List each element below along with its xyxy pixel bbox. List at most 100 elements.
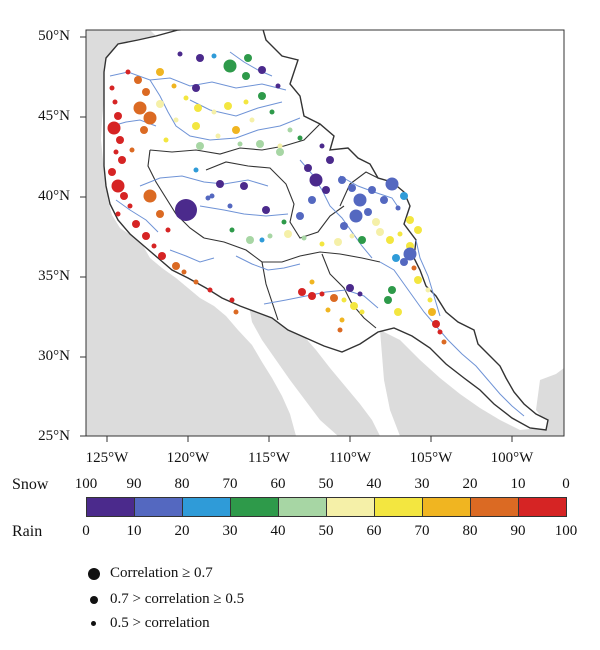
station-marker [428,308,436,316]
station-marker [223,59,237,73]
station-marker [193,279,199,285]
station-marker [414,276,422,284]
snow-tick-label: 90 [126,476,142,492]
station-marker [192,84,200,92]
rivers [109,51,525,417]
station-marker [368,186,376,194]
station-marker [227,203,233,209]
station-marker [376,228,384,236]
station-marker [107,121,121,135]
station-marker [211,53,217,59]
lon-label-100w: 100°W [490,450,534,466]
station-marker [319,241,325,247]
station-marker [143,111,157,125]
station-marker [301,235,307,241]
station-marker [133,101,147,115]
station-marker [296,212,304,220]
station-marker [427,297,433,303]
lat-label-35n: 35°N [38,268,70,284]
rain-tick-label: 0 [82,523,90,539]
station-marker [115,211,121,217]
rain-tick-label: 30 [222,523,238,539]
station-marker [388,286,396,294]
station-marker [183,95,189,101]
station-marker [334,238,342,246]
station-marker [359,309,365,315]
station-marker [281,219,287,225]
snow-tick-label: 20 [462,476,478,492]
legend-item-medium: 0.7 > correlation ≥ 0.5 [88,591,244,608]
mainland-mexico-land [380,330,564,436]
station-marker [298,288,306,296]
station-marker [193,167,199,173]
station-marker [319,143,325,149]
station-marker [196,54,204,62]
station-marker [246,236,254,244]
station-marker [297,135,303,141]
station-marker [165,227,171,233]
station-marker [158,252,166,260]
snow-tick-label: 40 [366,476,382,492]
station-marker [237,141,243,147]
snow-tick-label: 10 [510,476,526,492]
station-marker [276,148,284,156]
scale-swatch [182,497,231,517]
station-marker [414,226,422,234]
station-marker [132,220,140,228]
station-marker [337,327,343,333]
station-marker [348,184,356,192]
station-marker [386,236,394,244]
snow-tick-label: 30 [414,476,430,492]
station-marker [349,233,355,239]
station-marker [244,54,252,62]
station-marker [322,186,330,194]
scale-swatch [470,497,519,517]
legend-dot-large [88,567,100,580]
east-gulf-land [536,368,564,436]
station-marker [287,127,293,133]
legend-item-large: Correlation ≥ 0.7 [88,565,213,582]
snow-label: Snow [12,476,49,493]
station-marker [358,236,366,244]
station-marker [441,339,447,345]
lat-label-30n: 30°N [38,348,70,364]
station-marker [192,122,200,130]
scale-swatch [326,497,375,517]
station-marker [326,156,334,164]
subbasin-boundaries [147,123,381,329]
snow-tick-label: 80 [174,476,190,492]
station-marker [339,317,345,323]
map-ticks [80,36,513,442]
station-marker [151,243,157,249]
rain-tick-label: 80 [462,523,478,539]
station-marker [319,291,325,297]
rain-tick-label: 20 [174,523,190,539]
station-marker [425,287,431,293]
station-marker [194,104,202,112]
lat-label-45n: 45°N [38,108,70,124]
legend-dot-small [91,621,96,626]
station-marker [258,66,266,74]
station-marker [196,142,204,150]
station-marker [181,269,187,275]
rain-label: Rain [12,523,43,540]
lat-label-50n: 50°N [38,28,70,44]
west-coast-land [86,30,296,436]
snow-tick-label: 60 [270,476,286,492]
station-marker [134,76,142,84]
station-marker [156,210,164,218]
station-marker [349,209,363,223]
scale-swatch [86,497,135,517]
rain-tick-label: 40 [270,523,286,539]
lon-label-120w: 120°W [166,450,210,466]
station-marker [353,193,367,207]
rain-tick-label: 10 [126,523,142,539]
legend-label-small: 0.5 > correlation [110,615,210,631]
station-marker [177,51,183,57]
station-marker [173,117,179,123]
station-marker [341,297,347,303]
station-marker [127,203,133,209]
snow-tick-label: 0 [562,476,570,492]
legend-label-medium: 0.7 > correlation ≥ 0.5 [110,591,245,607]
station-marker [437,329,443,335]
